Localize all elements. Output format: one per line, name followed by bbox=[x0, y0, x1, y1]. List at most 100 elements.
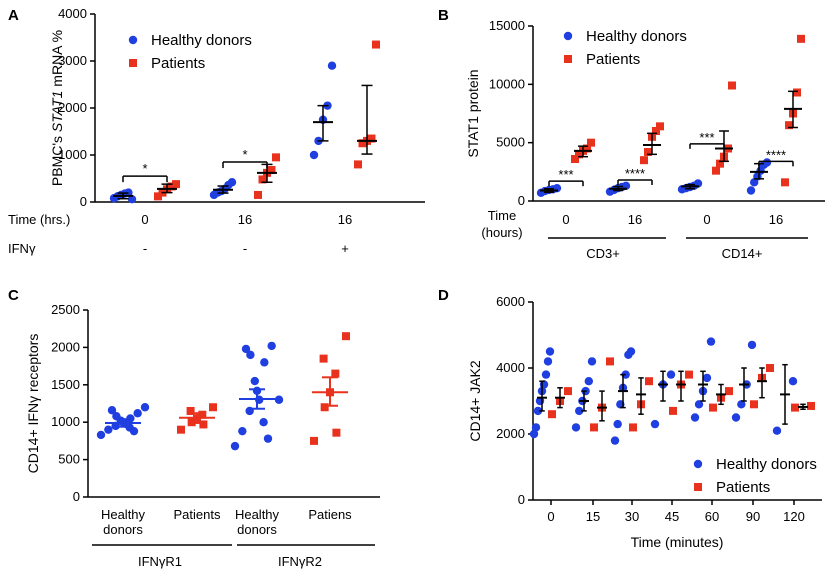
d-healthy-point bbox=[626, 347, 636, 356]
d-healthy-point bbox=[690, 413, 700, 422]
d-x-tick-label: 120 bbox=[783, 509, 805, 524]
c-x-tick-label: Patiens bbox=[308, 507, 352, 522]
d-patients-point bbox=[590, 423, 598, 432]
d-patients-point bbox=[750, 400, 758, 409]
d-legend-healthy-marker bbox=[693, 459, 703, 469]
c-healthy-point bbox=[241, 344, 251, 354]
d-patients-point bbox=[807, 401, 815, 410]
b-patients-point bbox=[587, 138, 595, 147]
c-patients-point bbox=[332, 428, 341, 437]
a-ifn-value: - bbox=[243, 241, 247, 256]
b-y-label: STAT1 protein bbox=[465, 69, 481, 157]
c-patients-point bbox=[198, 410, 207, 419]
b-patients-point bbox=[716, 159, 724, 168]
a-legend-patients-label: Patients bbox=[151, 55, 205, 72]
c-healthy-point bbox=[263, 434, 273, 443]
b-legend-patients-marker bbox=[564, 55, 572, 63]
c-y-axis-tick-label: 0 bbox=[73, 489, 80, 504]
a-ifn-row-label: IFNγ bbox=[8, 241, 36, 256]
b-time-value: 0 bbox=[703, 212, 710, 227]
a-legend-healthy-label: Healthy donors bbox=[151, 32, 252, 49]
b-patients-point bbox=[652, 127, 660, 135]
d-healthy-point bbox=[650, 419, 660, 429]
b-patients-point bbox=[583, 144, 591, 153]
c-y-axis-tick-label: 1000 bbox=[51, 414, 80, 429]
a-healthy-point bbox=[127, 194, 137, 204]
c-x-tick-label: Healthy bbox=[101, 507, 146, 522]
c-y-label: CD14+ IFNγ receptors bbox=[25, 334, 41, 474]
b-sig-label: *** bbox=[558, 167, 573, 182]
a-legend-healthy-marker bbox=[128, 35, 138, 45]
d-healthy-point bbox=[702, 373, 712, 383]
a-y-label: PBMC's STAT1 mRNA % bbox=[49, 30, 65, 186]
d-x-tick-label: 0 bbox=[547, 509, 554, 524]
c-patients-point bbox=[320, 403, 329, 412]
c-patients-point bbox=[331, 369, 340, 378]
b-time-row-label-unit: (hours) bbox=[481, 225, 522, 240]
d-healthy-point bbox=[747, 340, 757, 350]
c-patients-point bbox=[310, 436, 318, 445]
a-time-value: 16 bbox=[338, 212, 352, 227]
d-healthy-point bbox=[737, 400, 746, 409]
c-patients-point bbox=[209, 403, 217, 412]
a-sig-label: * bbox=[142, 161, 147, 176]
d-healthy-point bbox=[545, 347, 555, 356]
d-healthy-point bbox=[587, 357, 597, 366]
d-healthy-point bbox=[706, 337, 716, 346]
c-healthy-point bbox=[107, 406, 117, 415]
a-y-label-part: STAT1 bbox=[49, 91, 65, 133]
a-patients-point bbox=[267, 166, 276, 175]
c-y-axis-tick-label: 2000 bbox=[51, 339, 80, 354]
d-x-label: Time (minutes) bbox=[631, 534, 724, 550]
panel-letter-c: C bbox=[8, 287, 19, 304]
a-patients-point bbox=[258, 175, 267, 184]
a-y-label-part: PBMC's bbox=[49, 132, 65, 186]
d-patients-point bbox=[766, 364, 774, 372]
a-patients-point bbox=[367, 134, 376, 143]
a-healthy-point bbox=[309, 150, 319, 160]
b-healthy-point bbox=[746, 186, 756, 195]
c-healthy-point bbox=[140, 403, 150, 412]
b-legend-healthy-label: Healthy donors bbox=[586, 28, 687, 45]
d-healthy-point bbox=[531, 423, 541, 432]
a-y-axis-tick-label: 1000 bbox=[58, 147, 87, 162]
c-healthy-point bbox=[104, 425, 113, 434]
b-legend-healthy-marker bbox=[563, 31, 573, 41]
a-ifn-value: - bbox=[143, 241, 147, 256]
d-healthy-point bbox=[613, 419, 622, 429]
c-healthy-point bbox=[238, 426, 247, 436]
b-patients-point bbox=[785, 121, 793, 130]
a-patients-point bbox=[358, 139, 367, 148]
a-time-value: 16 bbox=[238, 212, 252, 227]
a-sig-label: * bbox=[242, 147, 247, 162]
b-time-value: 16 bbox=[628, 212, 642, 227]
c-healthy-point bbox=[259, 418, 268, 427]
d-healthy-point bbox=[541, 370, 551, 379]
a-healthy-point bbox=[227, 178, 237, 187]
c-patients-point bbox=[177, 425, 185, 434]
c-x-tick-label: Patients bbox=[174, 507, 221, 522]
d-healthy-point bbox=[543, 357, 553, 366]
b-patients-point bbox=[644, 148, 652, 156]
b-y-axis-tick-label: 15000 bbox=[489, 18, 525, 33]
d-legend-patients-marker bbox=[694, 483, 702, 491]
c-healthy-point bbox=[250, 376, 259, 386]
d-patients-point bbox=[669, 406, 677, 415]
d-healthy-point bbox=[610, 436, 620, 445]
a-patients-point bbox=[167, 182, 176, 191]
panel-letter-d: D bbox=[438, 287, 449, 304]
d-healthy-point bbox=[529, 429, 539, 439]
d-y-axis-tick-label: 0 bbox=[518, 492, 525, 507]
b-patients-point bbox=[797, 34, 805, 43]
d-healthy-point bbox=[584, 377, 593, 386]
c-r1-label: IFNγR1 bbox=[138, 554, 182, 569]
c-patients-point bbox=[342, 332, 350, 341]
d-healthy-point bbox=[731, 413, 741, 422]
c-r2-label: IFNγR2 bbox=[278, 554, 322, 569]
a-time-value: 0 bbox=[141, 212, 148, 227]
b-legend-patients-label: Patients bbox=[586, 51, 640, 68]
d-patients-point bbox=[548, 410, 556, 419]
b-time-value: 16 bbox=[769, 212, 783, 227]
